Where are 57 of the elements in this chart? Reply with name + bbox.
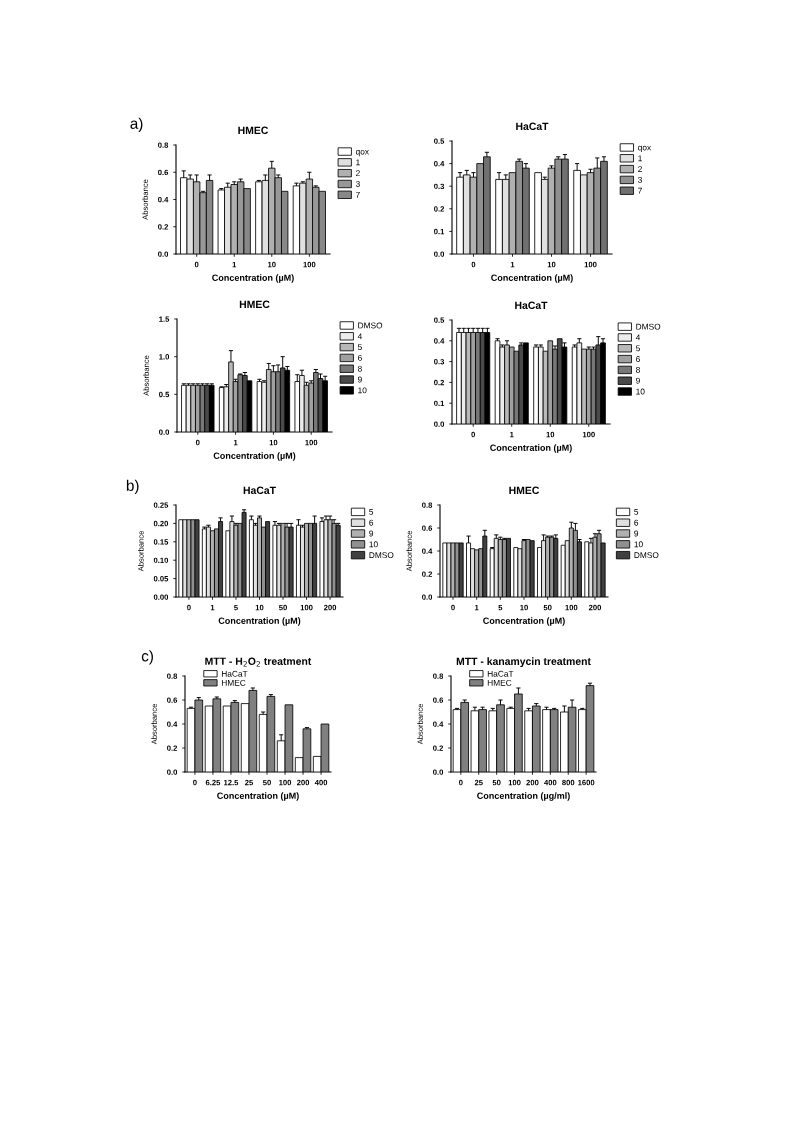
legend-label: HaCaT: [221, 670, 248, 677]
x-axis-title: Concentration (µM): [212, 274, 294, 283]
legend-label: 5: [635, 345, 640, 352]
x-axis-title: Concentration (µM): [218, 617, 301, 626]
x-axis-title: Concentration (µg/ml): [477, 792, 570, 801]
text: c): [141, 650, 153, 665]
legend-label: 10: [358, 387, 367, 394]
legend-label: 5: [634, 509, 639, 515]
chart-title: HMEC: [239, 300, 270, 308]
chart-title: MTT - H$_{2}$O$_{2}$ treatment: [205, 657, 312, 667]
legend-label: 7: [638, 187, 642, 194]
x-axis-title: Concentration (µM): [217, 792, 299, 801]
chart-title: HMEC: [509, 486, 540, 494]
x-axis-title: Concentration (µM): [491, 274, 573, 283]
legend-label: 10: [369, 541, 378, 548]
legend-label: 5: [357, 344, 362, 351]
legend-label: 6: [636, 356, 640, 363]
chart-title: HaCaT: [515, 301, 548, 309]
text: a): [130, 117, 143, 132]
x-axis-title: Concentration (µM): [490, 444, 572, 453]
legend-label: 9: [634, 530, 639, 537]
text: b): [126, 479, 139, 494]
legend-label: 3: [638, 176, 642, 183]
legend-label: 7: [356, 191, 360, 198]
legend-label: HaCaT: [487, 670, 514, 677]
legend-label: qox: [355, 149, 369, 157]
x-axis-title: Concentration (µM): [213, 452, 296, 461]
legend-label: 2: [356, 170, 360, 177]
legend-label: HMEC: [221, 679, 246, 686]
chart-title: HaCaT: [243, 486, 276, 494]
legend-label: DMSO: [634, 552, 659, 559]
legend-label: 3: [355, 181, 360, 187]
chart-title: MTT - kanamycin treatment: [456, 657, 591, 668]
legend-label: 9: [357, 376, 362, 383]
legend-label: 10: [634, 541, 643, 548]
x-axis-title: Concentration (µM): [483, 617, 565, 626]
chart-title: HaCaT: [516, 122, 549, 130]
legend-label: 9: [369, 530, 374, 537]
legend-label: HMEC: [487, 679, 512, 686]
legend-label: 9: [636, 377, 640, 384]
legend-label: 8: [357, 365, 362, 372]
legend-label: 6: [358, 354, 362, 361]
legend-label: 1: [638, 155, 642, 162]
legend-label: 5: [369, 509, 374, 515]
legend-label: DMSO: [369, 552, 394, 559]
legend-label: DMSO: [358, 322, 383, 329]
legend-label: DMSO: [636, 323, 661, 330]
legend-label: 2: [638, 166, 642, 172]
legend-label: 4: [635, 334, 641, 341]
legend-label: 6: [634, 519, 639, 526]
legend-label: 10: [636, 388, 645, 395]
legend-label: 6: [369, 519, 374, 526]
chart-title: HMEC: [238, 126, 269, 134]
legend-label: qox: [638, 145, 652, 153]
legend-label: 1: [356, 159, 360, 166]
legend-label: 4: [357, 333, 362, 340]
legend-label: 8: [636, 366, 640, 373]
